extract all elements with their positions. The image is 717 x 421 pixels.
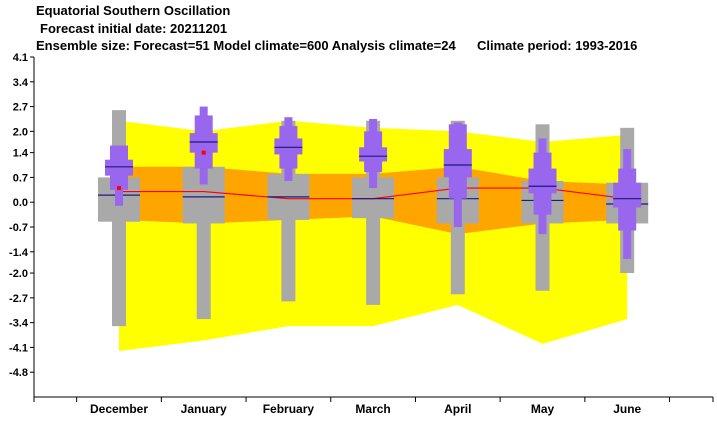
y-tick-label: 2.0: [13, 126, 28, 138]
y-tick-label: -2.0: [9, 268, 28, 280]
forecast-box: [105, 159, 133, 176]
x-category-label: December: [90, 402, 148, 416]
y-tick-label: 3.4: [13, 77, 29, 89]
y-tick-label: -0.7: [9, 222, 28, 234]
forecast-box: [613, 182, 642, 208]
ensemble-info: Ensemble size: Forecast=51 Model climate…: [36, 38, 716, 53]
y-tick-label: -1.4: [9, 247, 29, 259]
x-category-label: May: [531, 402, 555, 416]
forecast-box: [443, 149, 472, 178]
axes: 4.1 3.4 2.7 2.0 1.4 0.7 0.0 -0.7 -1.4 -2.0 -2.7 -3.…: [9, 52, 714, 416]
forecast-box: [189, 133, 218, 153]
analysis-marker: [201, 150, 206, 155]
ensemble-size: Ensemble size: Forecast=51 Model climate…: [36, 38, 456, 53]
x-category-label: January: [181, 402, 227, 416]
forecast-box: [274, 138, 303, 155]
y-tick-label: 0.0: [13, 197, 28, 209]
chart-subtitle: Forecast initial date: 20211201: [40, 21, 228, 36]
x-category-label: March: [355, 402, 390, 416]
x-category-label: February: [263, 402, 315, 416]
x-category-label: April: [444, 402, 471, 416]
y-tick-label: 1.4: [13, 148, 29, 160]
x-category-label: June: [613, 402, 641, 416]
forecast-box: [528, 168, 557, 194]
y-tick-label: -4.1: [9, 342, 28, 354]
chart-title: Equatorial Southern Oscillation: [36, 3, 231, 18]
y-tick-label: 2.7: [13, 102, 28, 114]
y-tick-label: 4.1: [13, 52, 28, 64]
y-tick-label: -4.8: [9, 367, 28, 379]
analysis-marker: [117, 186, 121, 191]
forecast-box: [359, 147, 388, 162]
y-tick-label: 0.7: [13, 172, 28, 184]
box-plots: [98, 106, 649, 327]
climate-period: Climate period: 1993-2016: [476, 38, 638, 53]
y-tick-label: -3.4: [9, 318, 29, 330]
y-tick-label: -2.7: [9, 293, 28, 305]
